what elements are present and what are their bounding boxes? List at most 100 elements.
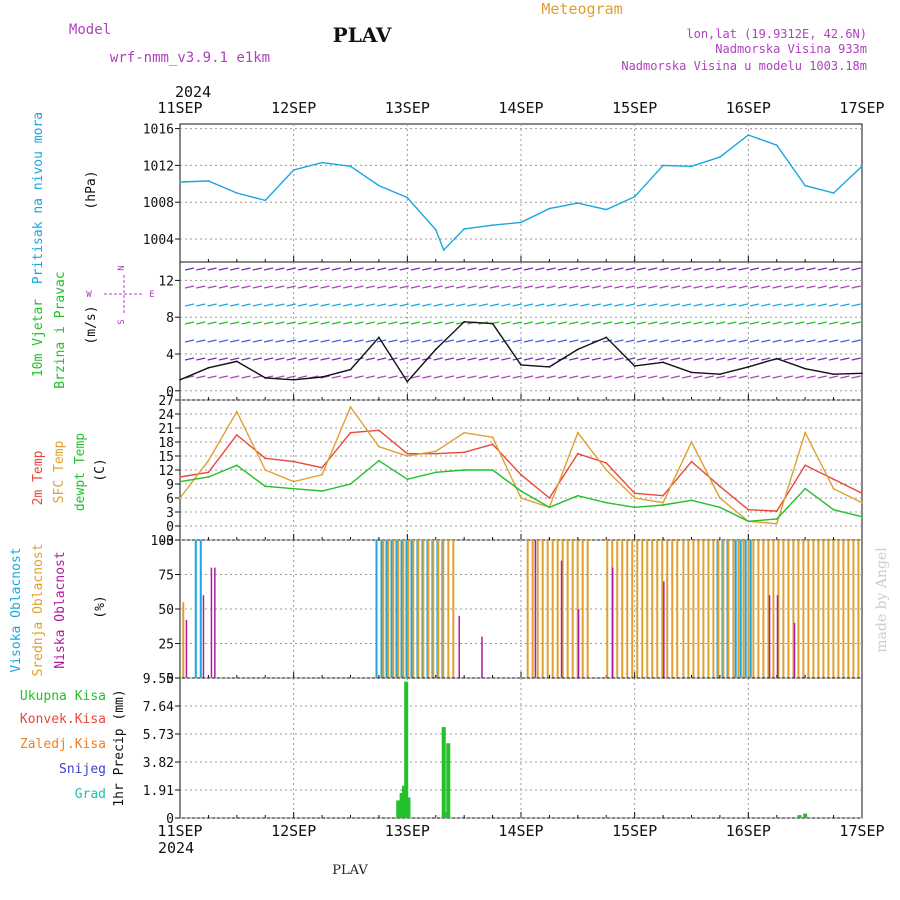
data-point-temperature <box>434 452 437 455</box>
wind-barb-row <box>184 375 861 379</box>
x-tick-top-17SEP: 17SEP <box>839 99 884 117</box>
data-point-temperature <box>576 431 579 434</box>
data-point-wind <box>747 365 750 368</box>
data-point-pressure <box>292 169 295 171</box>
data-point-temperature <box>605 501 608 504</box>
cloud-bar-2 <box>534 540 537 678</box>
cloud-bar-1 <box>782 540 785 678</box>
data-point-pressure <box>491 224 494 227</box>
cloud-bar-1 <box>847 540 850 678</box>
data-point-temperature <box>719 497 721 499</box>
data-point-temperature <box>633 506 636 509</box>
data-point-temperature <box>349 431 352 434</box>
data-point-temperature <box>378 459 380 462</box>
cloud-bar-1 <box>616 540 619 678</box>
y-tick-label-temperature: 15 <box>158 450 174 465</box>
data-point-temperature <box>491 443 494 446</box>
data-point-temperature <box>378 445 380 448</box>
data-point-temperature <box>292 480 295 483</box>
cloud-bar-0 <box>405 540 408 678</box>
compass-east: E <box>149 290 154 300</box>
data-point-temperature <box>520 490 522 492</box>
precip-bar <box>399 793 404 818</box>
cloud-bar-2 <box>185 620 188 678</box>
cloud-bar-1 <box>697 540 700 678</box>
meteogram-label: Meteogram <box>541 0 622 18</box>
wind-axis-unit: (m/s) <box>84 305 99 344</box>
compass-rose: N E S W <box>86 265 154 324</box>
pressure-axis-title: Pritisak na nivou mora <box>31 112 46 284</box>
data-point-temperature <box>520 497 522 499</box>
data-point-wind <box>491 322 494 325</box>
data-point-pressure <box>520 221 522 224</box>
data-point-temperature <box>491 436 494 439</box>
cloud-bar-1 <box>182 602 185 678</box>
cloud-bar-1 <box>392 540 395 678</box>
y-tick-label-cloud: 50 <box>158 603 174 618</box>
cloud-bar-1 <box>651 540 654 678</box>
data-point-pressure <box>576 202 579 205</box>
y-tick-label-temperature: 9 <box>166 478 174 493</box>
cloud-bar-1 <box>526 540 529 678</box>
cloud-bar-1 <box>742 540 745 678</box>
cloud-bar-1 <box>427 540 430 678</box>
data-point-temperature <box>434 471 437 474</box>
precip-bar <box>443 812 448 818</box>
sfc-temp-axis-title: SFC Temp <box>52 441 67 504</box>
data-point-temperature <box>605 469 608 471</box>
data-point-wind <box>349 368 352 371</box>
data-point-temperature <box>520 473 522 476</box>
data-point-temperature <box>349 483 352 485</box>
x-tick-bottom-14SEP: 14SEP <box>498 822 543 840</box>
y-tick-label-cloud: 0 <box>166 672 174 687</box>
cloud-bar-1 <box>737 540 740 678</box>
data-point-temperature <box>292 487 295 490</box>
cloud-bar-1 <box>541 540 544 678</box>
data-point-wind <box>434 348 437 351</box>
data-point-wind <box>520 364 522 366</box>
cloud-bar-1 <box>777 540 780 678</box>
cloud-bar-1 <box>626 540 629 678</box>
data-point-temperature <box>264 485 267 488</box>
cloud-bar-1 <box>792 540 795 678</box>
cloud-bar-1 <box>767 540 770 678</box>
cloud-bar-0 <box>395 540 398 678</box>
cloud-bar-1 <box>412 540 415 678</box>
cloud-bar-1 <box>437 540 440 678</box>
cloud-bar-2 <box>768 595 771 678</box>
y-tick-label-cloud: 75 <box>158 569 174 584</box>
precip-bar <box>797 815 802 818</box>
y-tick-label-temperature: 6 <box>166 492 174 507</box>
y-tick-label-temperature: 12 <box>158 464 174 479</box>
data-point-wind <box>576 348 579 351</box>
dewpt-axis-title: dewpt Temp <box>73 433 88 511</box>
cloud-bar-1 <box>812 540 815 678</box>
data-point-temperature <box>463 469 466 471</box>
x-tick-bottom-13SEP: 13SEP <box>385 822 430 840</box>
y-tick-label-wind: 4 <box>166 348 174 363</box>
cloud-bar-1 <box>621 540 624 678</box>
cloud-bar-2 <box>611 567 614 678</box>
data-point-pressure <box>690 165 693 168</box>
cloud-bar-1 <box>432 540 435 678</box>
cloud-bar-1 <box>606 540 609 678</box>
y-tick-label-precip: 1.91 <box>143 784 174 799</box>
cloud-bar-1 <box>452 540 455 678</box>
precip-bar <box>803 813 808 818</box>
precip-bar <box>404 681 409 818</box>
year-top: 2024 <box>175 83 211 101</box>
y-tick-label-pressure: 1012 <box>143 159 174 174</box>
data-point-wind <box>775 357 778 360</box>
x-tick-bottom-16SEP: 16SEP <box>726 822 771 840</box>
y-tick-label-temperature: 27 <box>158 394 174 409</box>
cloud-bar-1 <box>581 540 584 678</box>
cloud-bar-2 <box>481 636 483 678</box>
cloud-bar-0 <box>749 540 752 678</box>
data-point-wind <box>292 378 295 381</box>
data-point-pressure <box>378 184 380 187</box>
data-point-pressure <box>605 208 608 211</box>
precip-bar <box>446 743 451 818</box>
legend-snow: Snijeg <box>59 762 106 777</box>
data-point-wind <box>235 360 238 363</box>
lonlat-label: lon,lat (19.9312E, 42.6N) <box>686 27 867 41</box>
